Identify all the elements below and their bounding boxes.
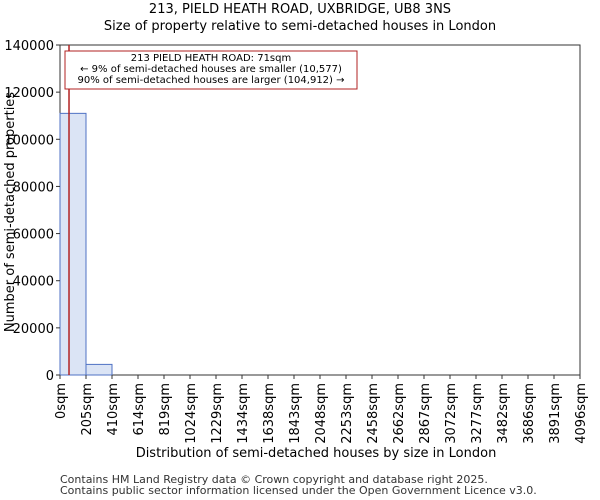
x-tick-label: 614sqm: [132, 383, 147, 436]
chart-title: 213, PIELD HEATH ROAD, UXBRIDGE, UB8 3NS: [148, 2, 452, 17]
annotation-line-3: 90% of semi-detached houses are larger (…: [77, 75, 344, 86]
y-tick-label: 120000: [4, 86, 54, 101]
y-axis-label: Number of semi-detached properties: [3, 92, 18, 332]
x-tick-label: 3686sqm: [522, 383, 537, 444]
footer-line-2: Contains public sector information licen…: [60, 484, 537, 497]
bar: [59, 112, 87, 376]
plot-area: [59, 44, 581, 376]
x-tick-label: 2253sqm: [340, 383, 355, 444]
bar-chart: 020000400006000080000100000120000140000 …: [3, 39, 589, 461]
footer-line-1: Contains HM Land Registry data © Crown c…: [60, 473, 488, 486]
x-axis-label: Distribution of semi-detached houses by …: [136, 446, 497, 461]
x-tick-label: 1843sqm: [288, 383, 303, 444]
bar: [85, 363, 113, 376]
x-tick-label: 3891sqm: [548, 383, 563, 444]
x-tick-label: 410sqm: [106, 383, 121, 436]
annotation-line-2: ← 9% of semi-detached houses are smaller…: [80, 64, 342, 75]
x-tick-label: 2048sqm: [314, 383, 329, 444]
y-tick-label: 0: [46, 369, 54, 384]
y-tick-label: 40000: [13, 275, 54, 290]
y-tick-label: 100000: [4, 133, 54, 148]
x-tick-label: 1024sqm: [184, 383, 199, 444]
y-tick-label: 20000: [13, 322, 54, 337]
y-tick-label: 60000: [13, 228, 54, 243]
x-tick-label: 1638sqm: [262, 383, 277, 444]
x-tick-label: 1229sqm: [210, 383, 225, 444]
y-tick-label: 80000: [13, 180, 54, 195]
annotation-box: 213 PIELD HEATH ROAD: 71sqm ← 9% of semi…: [64, 50, 358, 90]
x-tick-label: 1434sqm: [236, 383, 251, 444]
x-tick-label: 2867sqm: [418, 383, 433, 444]
x-tick-label: 4096sqm: [574, 383, 589, 444]
annotation-line-1: 213 PIELD HEATH ROAD: 71sqm: [131, 53, 291, 64]
x-tick-label: 0sqm: [54, 383, 69, 419]
x-tick-label: 3072sqm: [444, 383, 459, 444]
x-tick-label: 205sqm: [80, 383, 95, 436]
y-tick-label: 140000: [4, 39, 54, 54]
x-tick-label: 2458sqm: [366, 383, 381, 444]
x-tick-label: 2662sqm: [392, 383, 407, 444]
x-tick-label: 3482sqm: [496, 383, 511, 444]
chart-subtitle: Size of property relative to semi-detach…: [103, 19, 497, 34]
x-tick-label: 3277sqm: [470, 383, 485, 444]
x-tick-label: 819sqm: [158, 383, 173, 436]
